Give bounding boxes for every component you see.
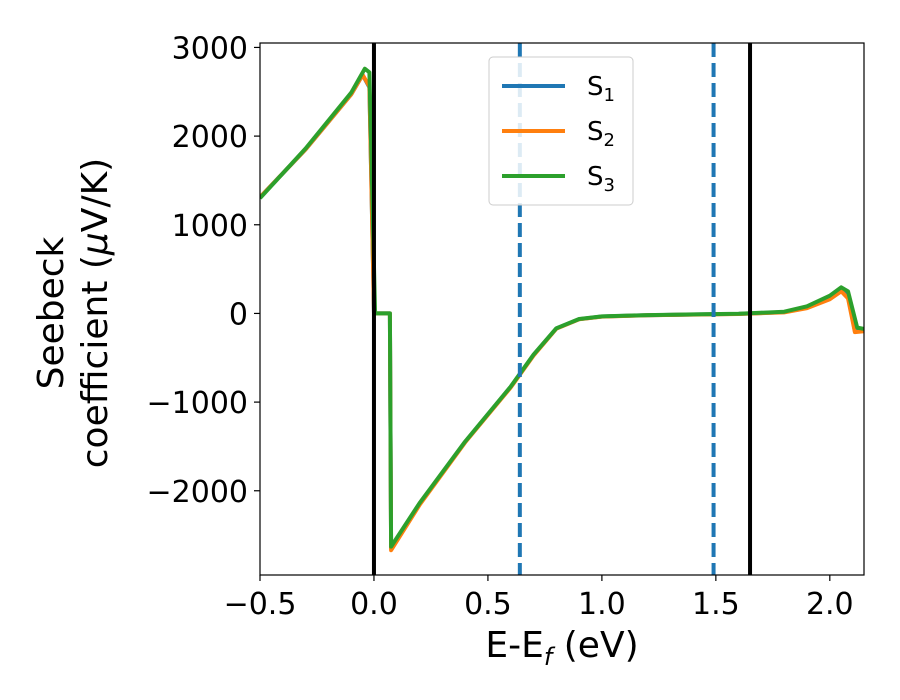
- legend-label-s1-base: S: [587, 72, 604, 102]
- y-tick-label: 1000: [172, 209, 248, 244]
- x-tick-label: 0.0: [350, 587, 398, 622]
- legend-label-s1-sub: 1: [604, 85, 615, 106]
- x-axis-label-main: E-E: [485, 625, 543, 666]
- series-line-s3: [260, 66, 864, 549]
- y-axis-label-line1: Seebeck: [31, 236, 72, 389]
- x-axis-label-tail: (eV): [552, 625, 638, 666]
- legend-label-s1: S1: [587, 72, 615, 106]
- y-tick-label: 2000: [172, 120, 248, 155]
- x-tick-label: 1.0: [578, 587, 626, 622]
- legend-label-s3: S3: [587, 162, 615, 196]
- series-layer: [260, 66, 864, 553]
- y-axis-label: Seebeck coefficient (μV/K): [31, 158, 116, 468]
- legend-label-s3-base: S: [587, 162, 604, 192]
- legend-label-s2-base: S: [587, 117, 604, 147]
- legend-label-s3-sub: 3: [604, 175, 615, 196]
- legend: S1 S2 S3: [488, 56, 634, 206]
- legend-label-s2-sub: 2: [604, 130, 615, 151]
- x-tick-label: 1.5: [692, 587, 740, 622]
- y-tick-label: 0: [229, 297, 248, 332]
- x-tick-label: 2.0: [806, 587, 854, 622]
- y-tick-label: −2000: [147, 475, 248, 510]
- y-axis-label-post: V/K): [75, 158, 116, 232]
- legend-label-s2: S2: [587, 117, 615, 151]
- y-tick-label: −1000: [147, 386, 248, 421]
- x-axis-label: E-Ef (eV): [485, 625, 638, 671]
- y-tick-label: 3000: [172, 31, 248, 66]
- x-axis-ticks: −0.5 0.0 0.5 1.0 1.5 2.0: [224, 575, 854, 622]
- plot-frame: [259, 42, 865, 576]
- y-axis-label-pre: coefficient (: [75, 255, 116, 468]
- y-axis-label-line2: coefficient (μV/K): [75, 158, 116, 468]
- x-tick-label: 0.5: [464, 587, 512, 622]
- y-axis-ticks: −2000 −1000 0 1000 2000 3000: [147, 31, 260, 510]
- y-axis-label-mu: μ: [75, 232, 116, 256]
- x-tick-label: −0.5: [224, 587, 297, 622]
